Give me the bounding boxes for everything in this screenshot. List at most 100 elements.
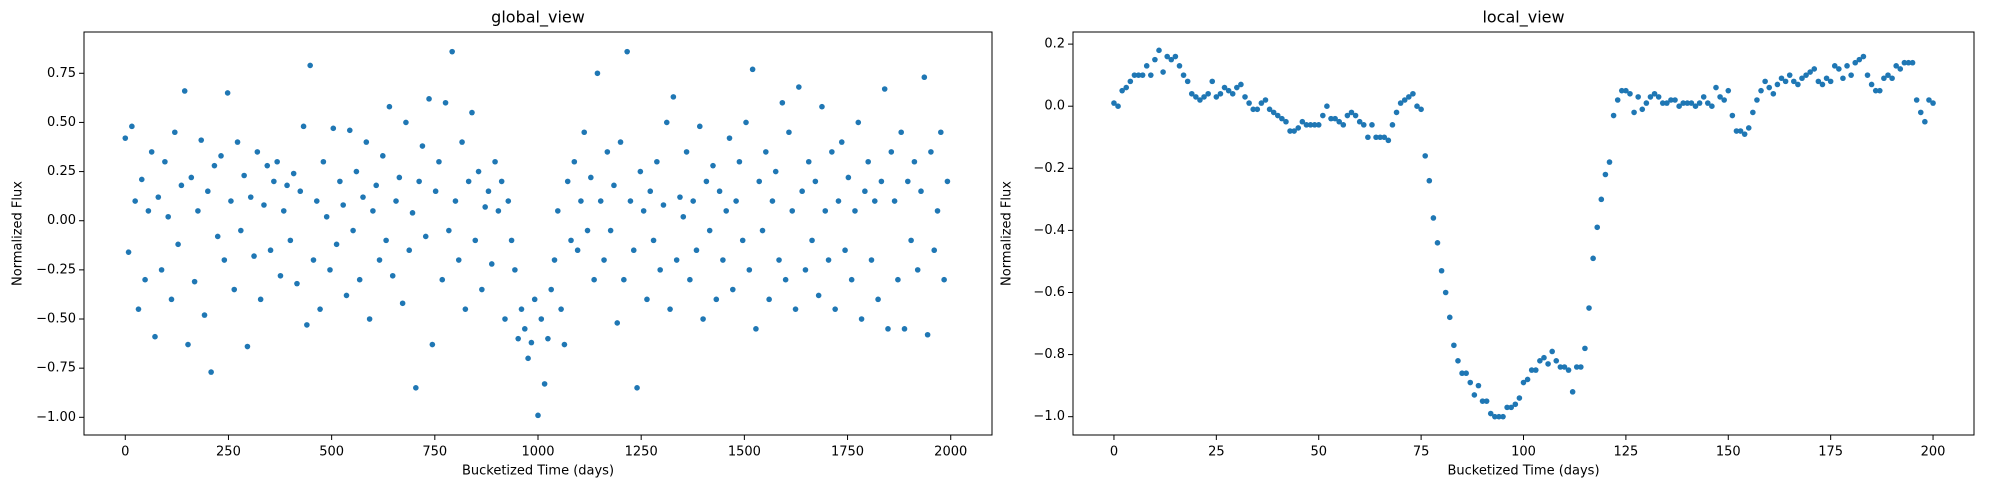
point xyxy=(488,261,495,267)
point xyxy=(208,369,214,375)
point xyxy=(383,237,389,244)
point xyxy=(723,208,730,214)
point xyxy=(911,158,918,165)
point xyxy=(1336,118,1343,125)
x-tick-label: 125 xyxy=(1613,445,1638,460)
point xyxy=(1664,100,1670,106)
point xyxy=(772,168,779,175)
point xyxy=(122,135,129,141)
point xyxy=(1463,370,1469,377)
x-tick-label: 750 xyxy=(422,445,447,460)
point xyxy=(188,174,195,181)
point xyxy=(706,227,713,234)
point xyxy=(304,322,310,328)
point xyxy=(1225,87,1232,94)
point xyxy=(502,316,508,322)
y-tick-label: 0.75 xyxy=(47,66,76,81)
point xyxy=(1119,87,1125,94)
point xyxy=(558,306,564,312)
point xyxy=(799,188,805,195)
x-axis-label: Bucketized Time (days) xyxy=(1447,464,1599,479)
point xyxy=(749,66,756,73)
point xyxy=(353,168,360,175)
point xyxy=(1774,81,1781,88)
point xyxy=(518,306,525,312)
point xyxy=(555,208,561,214)
point xyxy=(393,198,399,204)
point xyxy=(796,84,802,90)
point xyxy=(224,90,231,96)
point xyxy=(1717,94,1723,100)
point xyxy=(941,276,947,283)
point xyxy=(1901,59,1908,66)
point xyxy=(1885,72,1891,78)
point xyxy=(1377,134,1383,141)
point xyxy=(1721,97,1727,103)
point xyxy=(644,296,650,303)
point xyxy=(1553,357,1560,364)
point xyxy=(571,158,578,165)
point xyxy=(581,129,588,136)
point xyxy=(1872,87,1879,94)
point xyxy=(1537,357,1543,364)
point xyxy=(1627,90,1633,97)
point xyxy=(327,267,333,273)
point xyxy=(1868,81,1875,88)
point xyxy=(928,149,934,155)
y-axis-label: Normalized Flux xyxy=(11,181,26,286)
point xyxy=(1512,401,1519,408)
point xyxy=(525,355,531,362)
point xyxy=(1639,106,1646,113)
x-tick-label: 250 xyxy=(216,445,241,460)
point xyxy=(938,129,944,136)
point xyxy=(1881,75,1887,82)
point xyxy=(1602,171,1609,178)
point xyxy=(422,233,429,240)
point xyxy=(1750,109,1756,116)
point xyxy=(337,178,343,185)
point xyxy=(756,178,763,185)
point xyxy=(584,227,591,234)
point xyxy=(591,276,597,283)
point xyxy=(1725,87,1732,94)
point xyxy=(809,237,815,244)
point xyxy=(1684,100,1691,106)
point xyxy=(1803,72,1809,78)
point xyxy=(1831,63,1838,69)
point xyxy=(888,149,895,155)
point xyxy=(1573,364,1580,370)
point xyxy=(1893,63,1899,69)
point xyxy=(1352,112,1359,119)
point xyxy=(1344,112,1351,119)
point xyxy=(1287,128,1293,134)
point xyxy=(905,178,911,185)
point xyxy=(1209,78,1216,85)
point xyxy=(687,276,693,283)
point xyxy=(1385,137,1392,144)
point xyxy=(343,292,350,299)
point xyxy=(251,253,257,259)
point xyxy=(132,198,138,204)
point xyxy=(340,202,346,208)
point xyxy=(812,178,819,185)
point xyxy=(730,286,736,293)
point xyxy=(241,172,247,179)
point xyxy=(647,188,654,195)
point xyxy=(446,227,452,234)
x-tick-label: 2000 xyxy=(934,445,967,460)
point xyxy=(1840,75,1846,82)
point xyxy=(1315,122,1322,128)
point xyxy=(505,198,512,204)
point xyxy=(452,198,459,204)
y-tick-label: −0.50 xyxy=(36,312,76,327)
point xyxy=(901,326,908,332)
point xyxy=(578,198,584,204)
point xyxy=(1524,376,1531,383)
point xyxy=(1221,84,1228,91)
point xyxy=(356,276,363,283)
point xyxy=(654,158,660,165)
point xyxy=(786,129,792,136)
point xyxy=(512,267,518,273)
point xyxy=(871,198,878,204)
x-tick-label: 500 xyxy=(319,445,344,460)
